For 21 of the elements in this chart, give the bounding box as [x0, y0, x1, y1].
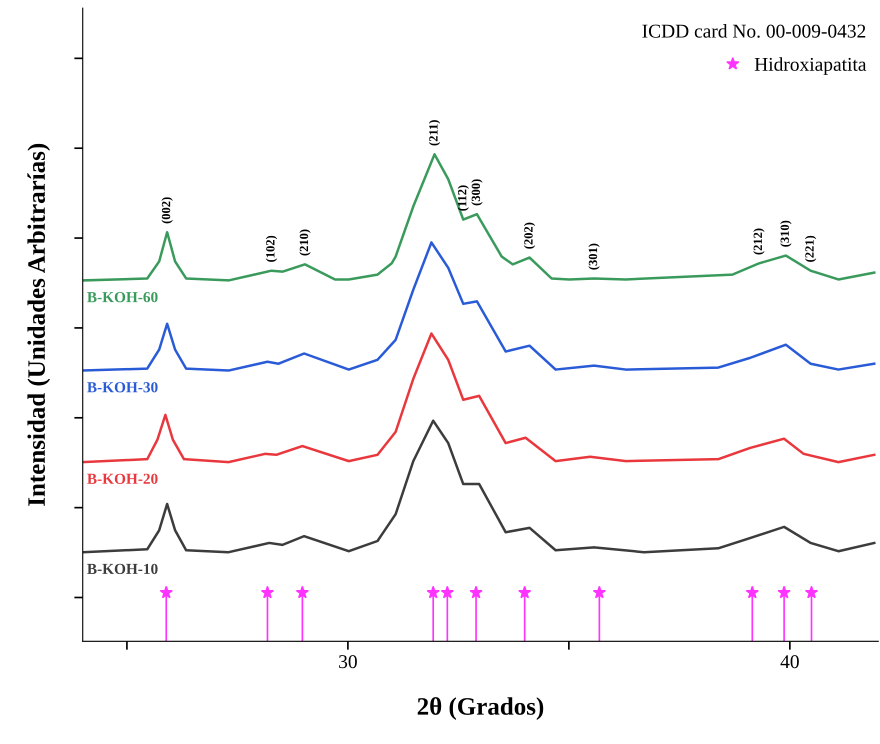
annotation: (112) [458, 185, 469, 211]
annotation: (202) [524, 222, 536, 249]
annotation: (211) [428, 120, 440, 146]
x-tick-label: 40 [780, 655, 799, 668]
series-label: B-KOH-20 [87, 474, 158, 484]
series-label: B-KOH-30 [87, 382, 158, 392]
series-label: B-KOH-60 [87, 292, 158, 302]
annotation: (300) [471, 179, 483, 206]
x-axis-title: 2θ (Grados) [418, 697, 544, 720]
annotation: (310) [780, 220, 792, 247]
annotation: (221) [804, 236, 816, 262]
annotation: (210) [299, 230, 311, 256]
text: ICDD card No. 00-009-0432 [642, 24, 866, 38]
annotation: (301) [588, 244, 600, 270]
y-axis-title: Intensidad (Unidades Arbitrarías) [27, 144, 50, 506]
annotation: (002) [161, 197, 173, 224]
series-label: B-KOH-10 [87, 564, 158, 574]
legend-label: Hidroxiapatita [754, 57, 866, 75]
x-tick-label: 30 [339, 655, 357, 668]
annotation: (212) [753, 228, 765, 255]
annotation: (102) [266, 236, 278, 262]
